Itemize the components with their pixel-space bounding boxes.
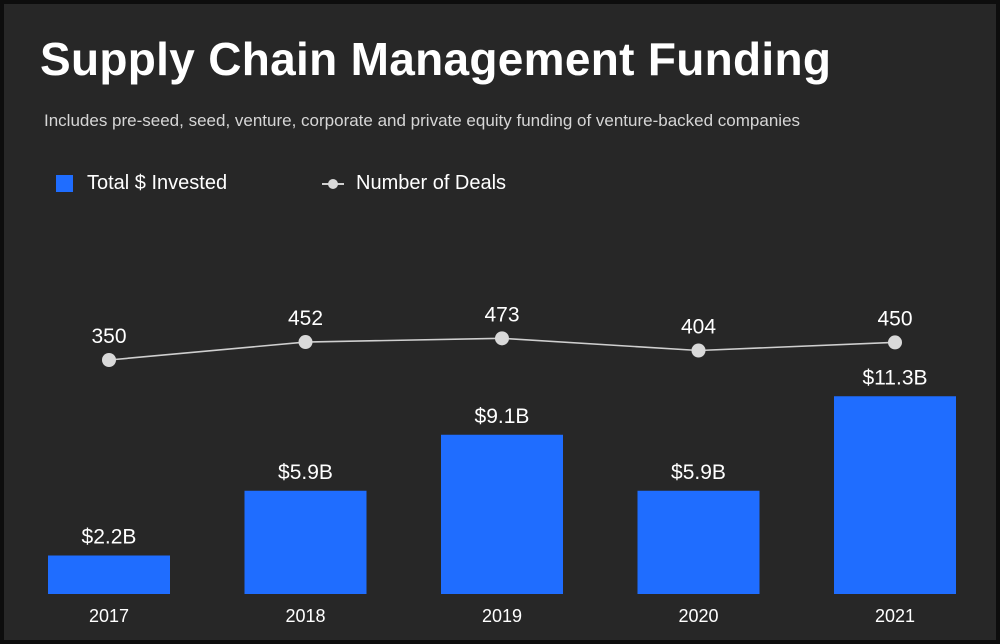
x-tick-2020: 2020: [678, 606, 718, 626]
deals-point-2018: [298, 335, 313, 350]
bar-2017: [48, 555, 170, 594]
legend-swatch-total-invested: [56, 174, 73, 192]
bar-2020: [637, 490, 760, 594]
bar-label-2020: $5.9B: [671, 461, 726, 484]
deals-label-2017: 350: [91, 325, 126, 348]
bar-label-2021: $11.3B: [863, 366, 928, 389]
deals-label-2021: 450: [877, 307, 912, 330]
deals-point-2020: [691, 343, 706, 358]
deals-point-2021: [888, 335, 902, 350]
x-tick-2017: 2017: [89, 606, 129, 626]
legend-label-total-invested: Total $ Invested: [87, 171, 228, 194]
chart-title: Supply Chain Management Funding: [40, 33, 832, 85]
chart-subtitle: Includes pre-seed, seed, venture, corpor…: [44, 111, 801, 130]
x-tick-2021: 2021: [875, 606, 915, 626]
legend-label-number-of-deals: Number of Deals: [356, 171, 507, 194]
bar-2021: [834, 396, 956, 594]
deals-label-2020: 404: [681, 315, 716, 338]
deals-label-2018: 452: [288, 307, 323, 330]
legend-item-number-of-deals: Number of Deals: [322, 169, 506, 197]
bar-2018: [244, 490, 367, 594]
bar-label-2019: $9.1B: [475, 405, 530, 428]
bar-label-2017: $2.2B: [82, 526, 137, 549]
bar-label-2018: $5.9B: [278, 461, 333, 484]
deals-point-2017: [102, 353, 116, 367]
bar-2019: [441, 434, 563, 594]
deals-label-2019: 473: [484, 303, 519, 326]
deals-point-2019: [495, 331, 509, 346]
legend-swatch-number-of-deals: [322, 175, 344, 192]
x-tick-2019: 2019: [482, 606, 522, 626]
legend-item-total-invested: Total $ Invested: [56, 169, 227, 197]
x-tick-2018: 2018: [285, 606, 325, 626]
